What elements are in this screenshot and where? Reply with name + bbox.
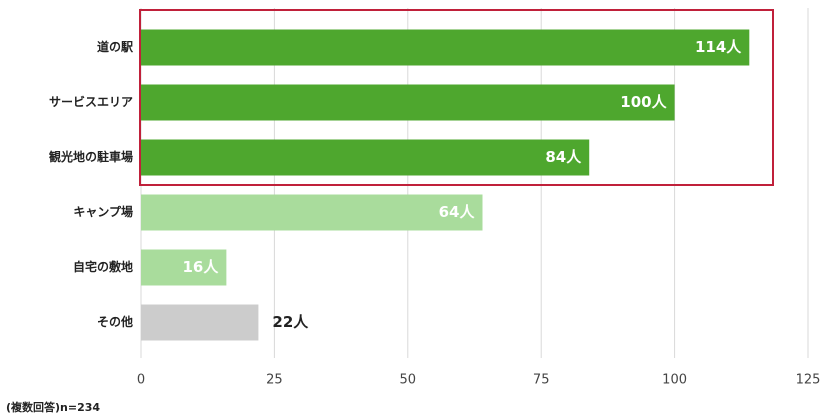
x-tick-label: 25 xyxy=(266,373,283,388)
value-label: 64人 xyxy=(439,203,476,221)
value-label: 16人 xyxy=(183,258,220,276)
footnote: (複数回答)n=234 xyxy=(6,400,100,414)
highlight-box xyxy=(139,9,774,186)
x-tick-label: 100 xyxy=(662,373,687,388)
value-label: 22人 xyxy=(272,313,309,331)
bar xyxy=(141,29,750,66)
bar xyxy=(141,249,227,286)
x-tick-label: 75 xyxy=(533,373,550,388)
y-tick-label: その他 xyxy=(97,314,133,329)
bar xyxy=(141,304,259,341)
bar xyxy=(141,139,590,176)
y-tick-label: 自宅の敷地 xyxy=(73,259,133,274)
y-tick-label: 観光地の駐車場 xyxy=(49,149,133,164)
y-tick-label: キャンプ場 xyxy=(73,204,133,219)
value-label: 100人 xyxy=(620,93,667,111)
y-tick-label: 道の駅 xyxy=(97,39,134,54)
x-tick-label: 0 xyxy=(137,373,145,388)
x-tick-label: 125 xyxy=(796,373,821,388)
value-label: 114人 xyxy=(695,38,742,56)
grid: 0 25 50 75 100 125 xyxy=(137,8,821,388)
y-tick-label: サービスエリア xyxy=(49,94,133,109)
bar xyxy=(141,194,483,231)
value-label: 84人 xyxy=(545,148,582,166)
x-tick-label: 50 xyxy=(400,373,417,388)
bar xyxy=(141,84,675,121)
